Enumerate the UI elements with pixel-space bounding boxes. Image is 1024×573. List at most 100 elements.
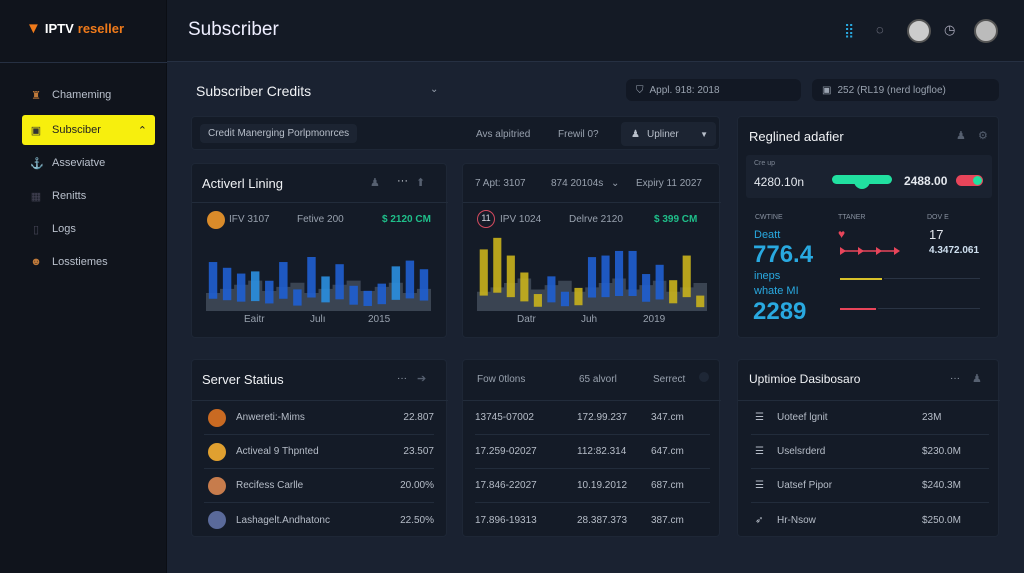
label: Chameming [52,89,112,101]
x-tick-label: Julı [310,314,326,325]
list-item[interactable]: Anwereti:-Mims 22.807 [204,401,434,435]
bar-chart [477,237,707,311]
more-icon[interactable]: ··· [950,373,960,384]
column-header[interactable]: Serrect [653,374,686,385]
more-icon[interactable]: ··· [397,373,407,384]
bar [642,274,651,302]
sidebar-item-subscriber[interactable]: ▣ Subsciber ⌃ [22,115,155,145]
file-icon: ▯ [32,223,40,236]
table-row[interactable]: 17.846-22027 10.19.2012 687.cm [475,469,710,503]
server-name: Lashagelt.Andhatonc [236,514,330,526]
toggle-switch[interactable] [956,175,983,186]
date-pill[interactable]: ⛉ Appl. 918: 2018 [626,79,801,101]
bar [293,289,302,306]
bar [601,255,610,298]
upliner-dropdown[interactable]: ♟ Upliner ▼ [621,122,716,146]
sidebar-item-losstiemes[interactable]: ☻ Losstiemes [22,247,155,277]
user-avatar[interactable] [974,19,998,43]
uptime-list: ☰ Uoteef lgnit 23M ☰ Uselsrderd $230.0M ☰ Uat… [751,401,989,537]
stat-amount: $ 399 CM [654,214,698,225]
column-header[interactable]: 65 alvorl [579,374,617,385]
bar [363,290,372,306]
table-row[interactable]: 17.896-19313 28.387.373 387.cm [475,503,710,537]
avatar [208,511,226,529]
chevron-down-icon[interactable]: ⌄ [430,84,439,95]
divider [0,62,167,63]
item-name: Uoteef lgnit [777,412,828,423]
chat-icon[interactable]: ◌ [876,22,884,37]
cell: 172.99.237 [577,412,628,423]
calendar-icon: ▦ [30,190,42,203]
bar [587,257,597,298]
x-tick-label: Datr [517,314,536,325]
server-value: 22.50% [400,514,434,526]
avatar [208,408,226,427]
table-row[interactable]: 17.259-02027 112:82.314 647.cm [475,435,710,469]
settings-icon[interactable]: ⚙ [978,130,988,142]
sidebar-item-logs[interactable]: ▯ Logs [22,214,155,244]
toolbar-label: Avs alpitried [476,129,531,140]
user-icon[interactable]: ♟ [370,177,380,189]
sidebar-item-asseviatve[interactable]: ⚓ Asseviatve [22,148,155,178]
metric-label: ineps [754,270,781,282]
bar [335,264,344,300]
count-badge: 11 [477,210,495,228]
bar [479,249,488,296]
cell: 17.846-22027 [475,480,537,491]
more-icon[interactable]: ··· [397,175,408,187]
stat: Fetive 200 [297,214,344,225]
sidebar-item-chameming[interactable]: ♜ Chameming [22,80,155,110]
status-dot-icon [699,372,709,382]
list-item[interactable]: Recifess Carlle 20.00% [204,469,434,503]
chevron-down-icon[interactable]: ⌄ [611,178,620,189]
bar [655,264,664,300]
x-tick-label: 2019 [643,314,666,325]
column-label: CWTINE [755,214,783,221]
bar [682,255,691,298]
progress-red [840,308,876,310]
bar [560,291,569,307]
log-pill[interactable]: ▣ 252 (RL19 (nerd logfloe) [812,79,999,101]
label: Cre up [754,160,776,167]
filter-chip[interactable]: Credit Manerging Porlpmonrces [200,124,358,143]
list-item[interactable]: ☰ Uoteef lgnit 23M [751,401,989,435]
bar [547,276,556,303]
column-header[interactable]: Fow 0tlons [477,374,526,385]
clock-icon[interactable]: ◷ [944,22,956,37]
user-icon[interactable]: ♟ [972,373,982,385]
column-label: TTANER [838,214,866,221]
bar [696,295,705,308]
list-item[interactable]: ➶ Hr-Nsow $250.0M [751,503,989,537]
label: Asseviatve [52,157,106,169]
user-icon[interactable]: ♟ [956,130,966,142]
header-stat[interactable]: 874 20104s [551,178,604,189]
list-item[interactable]: Activeal 9 Thpnted 23.507 [204,435,434,469]
x-tick-label: 2015 [368,314,391,325]
avatar[interactable] [907,19,931,43]
list-item[interactable]: Lashagelt.Andhatonc 22.50% [204,503,434,537]
activity-card: Activerl Lining ♟ ··· ⬆ IFV 3107 Fetive … [191,163,448,338]
bar [279,262,288,299]
pin-icon[interactable]: ⬆ [416,177,426,189]
item-value: 23M [922,412,942,423]
list-item[interactable]: ☰ Uselsrderd $230.0M [751,435,989,469]
fox-logo-icon: ▼ [26,20,41,37]
cell: 28.387.373 [577,514,628,526]
logo[interactable]: ▼ IPTV reseller [26,20,124,37]
value: 17 [929,227,944,242]
arrow-right-icon[interactable]: ➔ [417,373,427,385]
server-status-card: Server Statius ··· ➔ Anwereti:-Mims 22.80… [191,359,448,537]
data-table: Fow 0tlons 65 alvorl Serrect 13745-07002… [462,359,721,537]
bar [419,269,429,301]
grid-icon[interactable]: ⣿ [844,22,855,38]
table-row[interactable]: 13745-07002 172.99.237 347.cm [475,401,710,435]
page-title: Subscriber [188,19,279,40]
toolbar: Credit Manerging Porlpmonrces Avs alpitr… [191,116,720,150]
heart-icon: ♥ [838,227,846,241]
avatar [207,211,225,229]
list-item[interactable]: ☰ Uatsef Pipor $240.3M [751,469,989,503]
bar [377,283,386,305]
sidebar-item-renitts[interactable]: ▦ Renitts [22,181,155,211]
item-name: Hr-Nsow [777,514,816,526]
server-name: Anwereti:-Mims [236,412,305,423]
